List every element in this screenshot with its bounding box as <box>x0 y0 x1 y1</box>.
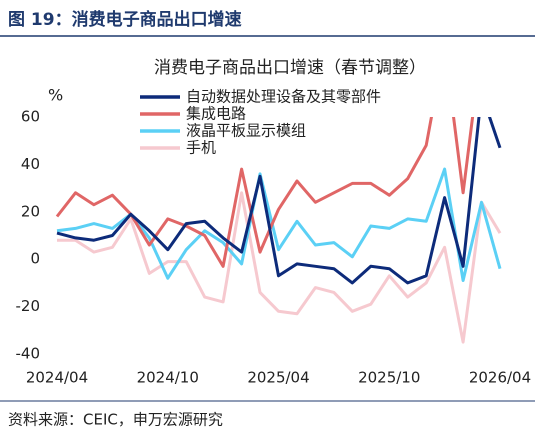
y-tick-label: 0 <box>30 250 40 268</box>
legend-label: 液晶平板显示模组 <box>186 122 306 140</box>
x-tick-label: 2026/04 <box>469 369 531 387</box>
y-tick-label: -20 <box>16 297 41 315</box>
x-tick-label: 2025/04 <box>247 369 309 387</box>
legend-label: 集成电路 <box>186 105 246 123</box>
figure-header: 图 19：消费电子商品出口增速 <box>8 9 242 30</box>
series-line <box>56 117 502 285</box>
legend-label: 自动数据处理设备及其零部件 <box>186 88 381 106</box>
chart-title: 消费电子商品出口增速（春节调整） <box>154 58 426 78</box>
x-tick-label: 2025/10 <box>358 369 420 387</box>
plot-area <box>55 117 502 344</box>
series-line <box>57 191 502 344</box>
y-tick-label: 40 <box>21 155 40 173</box>
y-tick-label: 60 <box>21 108 40 126</box>
y-axis-label: % <box>48 86 63 105</box>
y-tick-label: 20 <box>21 202 40 220</box>
x-tick-label: 2024/04 <box>26 369 88 387</box>
source: 资料来源：CEIC，申万宏源研究 <box>8 411 223 429</box>
legend-label: 手机 <box>186 139 216 157</box>
x-tick-label: 2024/10 <box>137 369 199 387</box>
y-tick-label: -40 <box>16 345 41 363</box>
series-line <box>55 117 475 268</box>
